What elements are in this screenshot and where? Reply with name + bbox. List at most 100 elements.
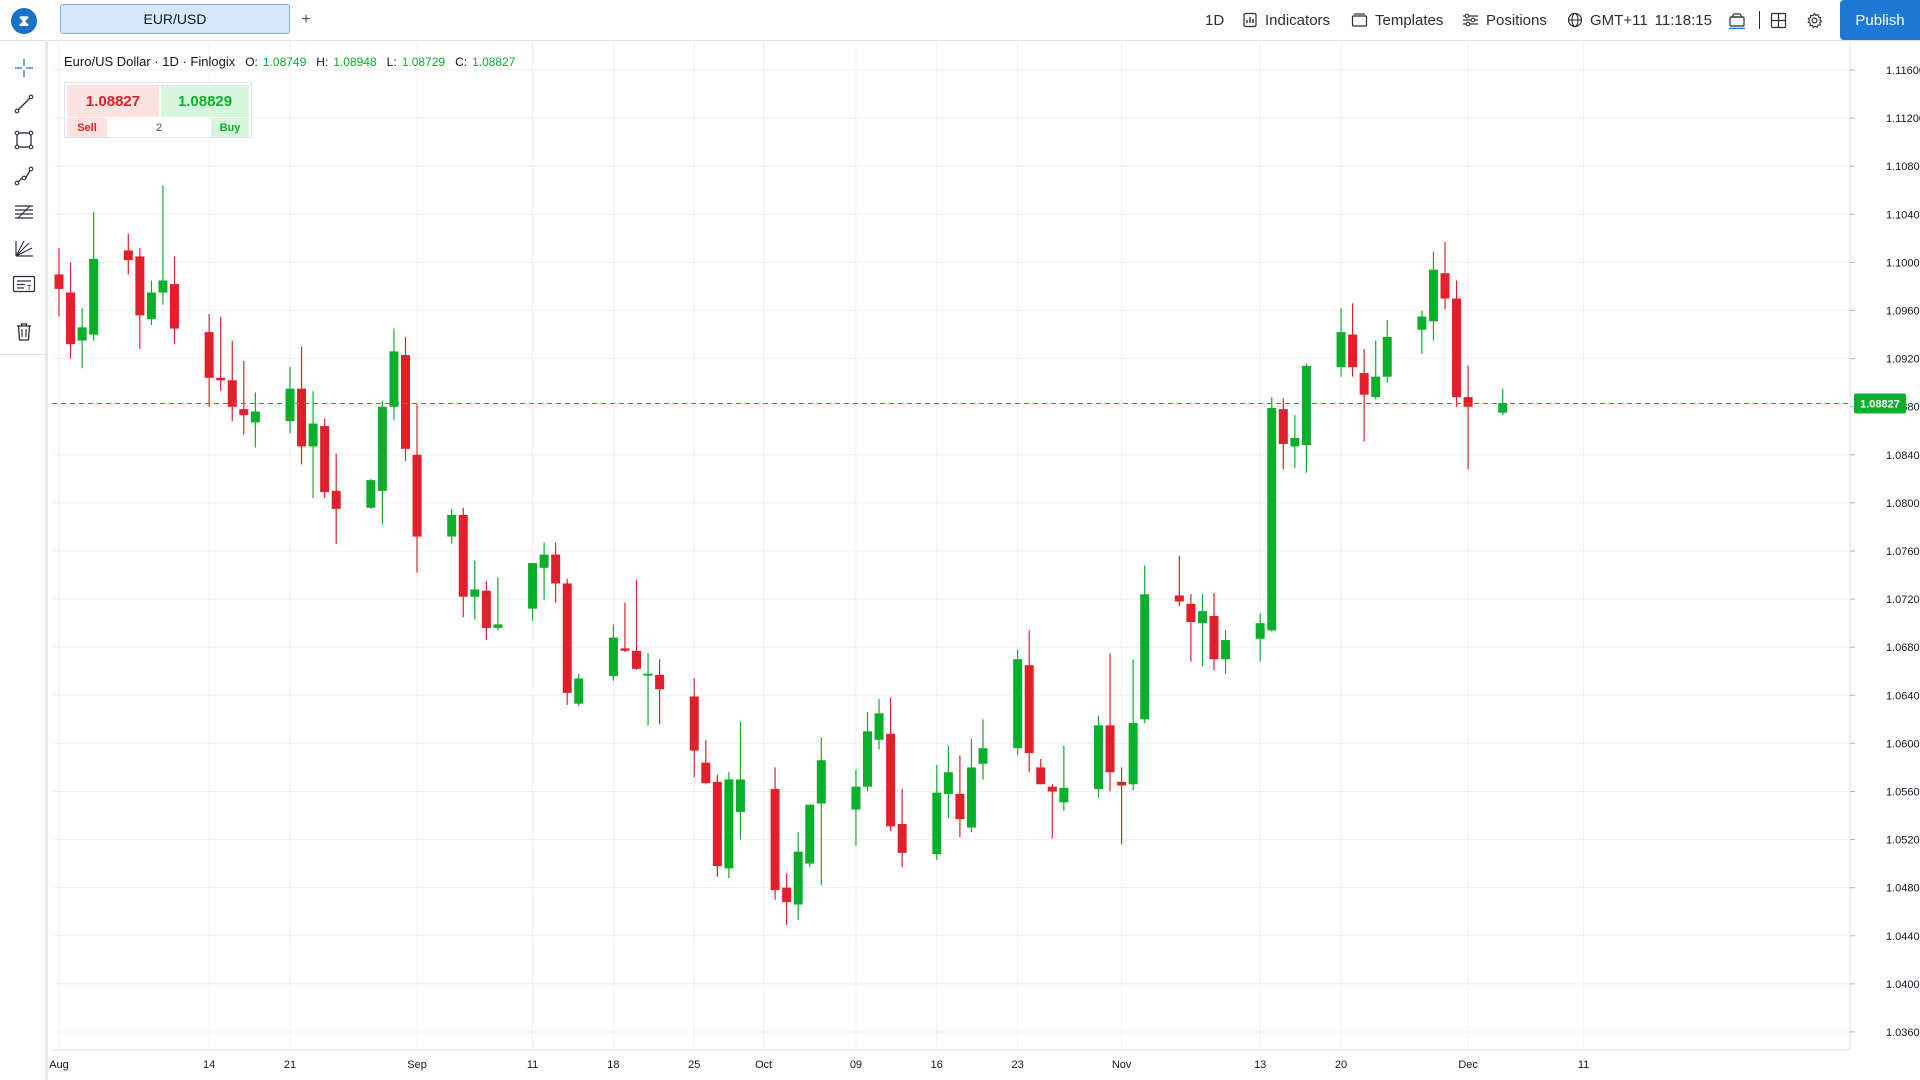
price-tick-label: 1.07200 xyxy=(1886,594,1920,606)
candle-bearish xyxy=(955,793,965,820)
sell-button[interactable]: Sell xyxy=(67,118,107,137)
date-tick-label: 25 xyxy=(688,1059,700,1071)
candle-bearish xyxy=(227,380,237,407)
price-tick-label: 1.11200 xyxy=(1886,113,1920,125)
trash-icon[interactable] xyxy=(10,318,38,346)
price-tick-label: 1.03600 xyxy=(1886,1027,1920,1039)
high-label: H: xyxy=(316,54,329,69)
snapshot-icon xyxy=(1728,11,1746,29)
fib-levels-icon[interactable] xyxy=(10,198,38,226)
price-tick-label: 1.10800 xyxy=(1886,161,1920,173)
high-value: 1.08948 xyxy=(333,54,377,69)
candle-bullish xyxy=(528,563,538,609)
candle-bearish xyxy=(239,409,249,416)
positions-button[interactable]: Positions xyxy=(1462,8,1547,32)
settings-button[interactable] xyxy=(1806,8,1823,32)
trend-line-icon[interactable] xyxy=(10,90,38,118)
sell-price-button[interactable]: 1.08827 xyxy=(67,85,159,117)
layout-button[interactable] xyxy=(1770,8,1787,32)
timezone-button[interactable]: GMT+11 11:18:15 xyxy=(1567,8,1712,32)
drawing-toolbar: T xyxy=(0,42,48,1080)
templates-button[interactable]: Templates xyxy=(1351,8,1443,32)
date-tick-label: Oct xyxy=(755,1059,772,1071)
close-label: C: xyxy=(455,54,468,69)
candle-bearish xyxy=(1047,786,1057,792)
indicators-label: Indicators xyxy=(1265,11,1331,29)
candle-bearish xyxy=(481,590,491,628)
candle-bullish xyxy=(943,772,953,794)
candle-bullish xyxy=(874,713,884,740)
candle-bearish xyxy=(170,284,179,329)
templates-icon xyxy=(1351,12,1368,28)
pitchfork-icon[interactable] xyxy=(10,234,38,262)
price-tick-label: 1.05600 xyxy=(1886,786,1920,798)
top-toolbar: ⧗ EUR/USD + 1D Indicators Templates Posi… xyxy=(0,0,1920,41)
candle-bearish xyxy=(66,292,76,345)
candle-bearish xyxy=(216,377,226,381)
date-tick-label: 14 xyxy=(203,1059,215,1071)
price-chart[interactable]: 1.11600 1.11200 1.10800 1.10400 1.10000 1.096… xyxy=(48,42,1920,1080)
price-tick-label: 1.08400 xyxy=(1886,450,1920,462)
candle-bullish xyxy=(805,804,815,864)
candle-bullish xyxy=(1498,403,1508,413)
candle-bearish xyxy=(135,256,145,316)
indicators-button[interactable]: Indicators xyxy=(1242,8,1330,32)
tab-eur-usd[interactable]: EUR/USD xyxy=(60,4,290,34)
candle-bullish xyxy=(77,327,87,341)
interval-label: 1D xyxy=(1205,11,1225,29)
add-tab-button[interactable]: + xyxy=(301,11,311,28)
candle-bullish xyxy=(1290,437,1300,447)
candle-bullish xyxy=(1221,639,1231,660)
candle-bearish xyxy=(712,781,722,867)
path-icon[interactable] xyxy=(10,162,38,190)
symbol-description[interactable]: Euro/US Dollar · 1D · Finlogix xyxy=(64,54,236,69)
price-tick-label: 1.10000 xyxy=(1886,257,1920,269)
candle-bearish xyxy=(458,514,468,597)
close-value: 1.08827 xyxy=(472,54,516,69)
candle-bullish xyxy=(1428,269,1438,322)
candle-bullish xyxy=(308,423,318,447)
quantity-input[interactable]: 2 xyxy=(155,121,163,134)
candle-bearish xyxy=(655,674,665,690)
candle-bearish xyxy=(886,733,896,827)
open-value: 1.08749 xyxy=(262,54,307,69)
candle-bullish xyxy=(978,748,988,764)
app-logo-icon[interactable]: ⧗ xyxy=(11,8,37,34)
candle-bullish xyxy=(1371,376,1381,398)
date-tick-label: 20 xyxy=(1335,1059,1347,1071)
price-tick-label: 1.09200 xyxy=(1886,354,1920,366)
candle-bullish xyxy=(863,731,872,787)
interval-button[interactable]: 1D xyxy=(1205,8,1224,32)
toolbar-divider xyxy=(0,354,45,355)
buy-button[interactable]: Buy xyxy=(211,118,249,137)
date-tick-label: Sep xyxy=(407,1059,427,1071)
snapshot-button[interactable] xyxy=(1728,8,1746,32)
candle-bullish xyxy=(574,678,584,704)
candle-bearish xyxy=(1348,334,1358,368)
candle-bullish xyxy=(1336,332,1346,368)
price-tick-label: 1.06000 xyxy=(1886,738,1920,750)
rectangle-icon[interactable] xyxy=(10,126,38,154)
crosshair-icon[interactable] xyxy=(10,54,38,82)
candle-bearish xyxy=(54,274,64,289)
candle-bullish xyxy=(447,514,457,537)
candle-bearish xyxy=(620,648,630,651)
candle-bullish xyxy=(1382,336,1392,377)
buy-price-button[interactable]: 1.08829 xyxy=(161,85,249,117)
gear-icon xyxy=(1806,12,1823,29)
candle-bearish xyxy=(1174,595,1184,602)
candle-bearish xyxy=(297,388,307,447)
candle-bullish xyxy=(493,624,503,628)
candle-bearish xyxy=(1117,781,1127,786)
globe-icon xyxy=(1567,12,1583,28)
ohlc-legend: Euro/US Dollar · 1D · Finlogix O: 1.0874… xyxy=(64,54,515,69)
candle-bearish xyxy=(320,425,330,493)
candle-bearish xyxy=(204,332,214,378)
publish-button[interactable]: Publish xyxy=(1840,0,1920,40)
candle-bearish xyxy=(897,823,907,853)
price-tick-label: 1.10400 xyxy=(1886,209,1920,221)
text-note-icon[interactable]: T xyxy=(10,270,38,298)
price-tick-label: 1.04400 xyxy=(1886,931,1920,943)
candle-bearish xyxy=(562,583,572,693)
candle-bearish xyxy=(1036,767,1046,785)
